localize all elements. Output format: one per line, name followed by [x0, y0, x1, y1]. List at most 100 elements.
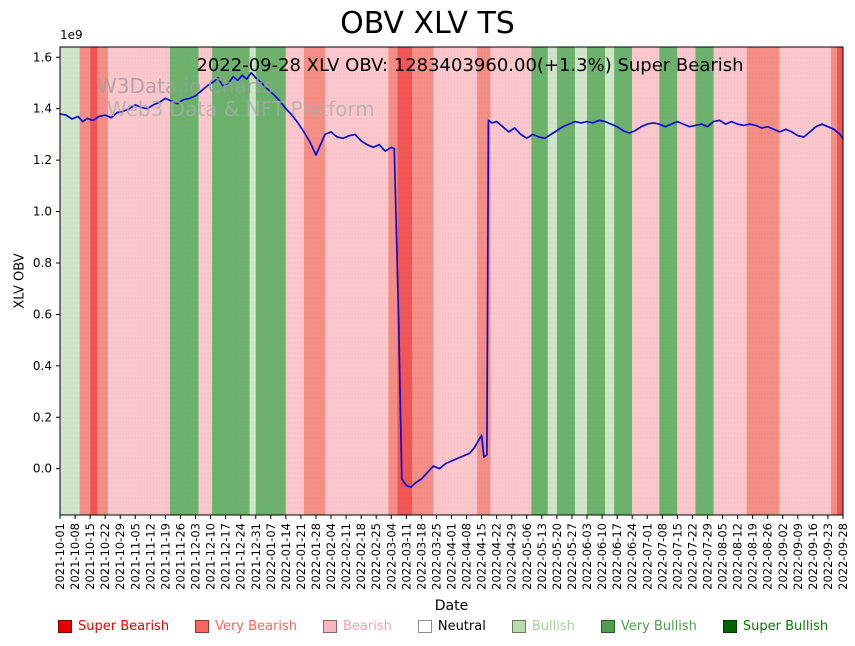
- signal-band-very_bullish: [255, 47, 286, 515]
- y-tick-label: 1.6: [33, 50, 52, 64]
- x-tick-label: 2022-04-15: [475, 523, 489, 590]
- signal-band-bearish: [285, 47, 304, 515]
- signal-band-very_bullish: [587, 47, 606, 515]
- signal-band-very_bearish: [388, 47, 398, 515]
- watermark-line1: W3Data.io Charts: [97, 74, 274, 98]
- x-tick-label: 2022-04-01: [445, 523, 459, 590]
- signal-band-very_bullish: [531, 47, 548, 515]
- signal-band-bullish: [574, 47, 588, 515]
- x-tick-label: 2022-01-21: [294, 523, 308, 590]
- x-tick-label: 2022-09-28: [836, 523, 850, 590]
- y-tick-label: 1.0: [33, 205, 52, 219]
- x-tick-label: 2021-12-17: [219, 523, 233, 590]
- x-tick-label: 2022-01-07: [264, 523, 278, 590]
- signal-band-super_bearish: [836, 47, 843, 515]
- signal-band-very_bearish: [746, 47, 780, 515]
- chart-title: OBV XLV TS: [340, 6, 515, 41]
- watermark-line2: Web3 Data & NFT Platform: [107, 97, 375, 121]
- legend-item-super-bearish: Super Bearish: [58, 619, 169, 634]
- x-tick-label: 2021-10-22: [98, 523, 112, 590]
- x-tick-label: 2022-05-20: [550, 523, 564, 590]
- signal-band-bearish: [632, 47, 660, 515]
- legend-swatch-very-bearish: [195, 620, 210, 633]
- x-tick-label: 2022-03-25: [429, 523, 443, 590]
- obv-line: [59, 71, 844, 489]
- signal-band-bullish: [249, 47, 256, 515]
- legend-item-very-bullish: Very Bullish: [600, 619, 697, 634]
- x-tick-label: 2022-07-22: [685, 523, 699, 590]
- legend-item-very-bearish: Very Bearish: [195, 619, 297, 634]
- y-axis-label: XLV OBV: [12, 253, 28, 309]
- signal-band-very_bearish: [477, 47, 491, 515]
- signal-band-very_bullish: [212, 47, 250, 515]
- x-tick-label: 2022-08-26: [761, 523, 775, 590]
- x-tick-label: 2022-04-08: [460, 523, 474, 590]
- legend-label: Very Bearish: [215, 619, 297, 634]
- x-tick-label: 2021-10-15: [83, 523, 97, 590]
- x-tick-label: 2022-02-25: [369, 523, 383, 590]
- y-tick-label: 1.4: [33, 102, 52, 116]
- signal-band-very_bullish: [695, 47, 714, 515]
- y-tick-label: 0.0: [33, 462, 52, 476]
- legend-label: Super Bearish: [78, 619, 170, 634]
- x-tick-label: 2022-09-23: [821, 523, 835, 590]
- signal-band-bearish: [779, 47, 831, 515]
- signal-band-very_bearish: [79, 47, 91, 515]
- legend-label: Bullish: [531, 619, 575, 634]
- x-tick-label: 2022-06-17: [610, 523, 624, 590]
- x-tick-label: 2021-12-10: [204, 523, 218, 590]
- x-tick-label: 2022-02-04: [324, 523, 338, 590]
- x-tick-label: 2021-11-12: [143, 523, 157, 590]
- signal-band-very_bearish: [303, 47, 326, 515]
- legend-label: Very Bullish: [620, 619, 697, 634]
- signal-band-very_bullish: [659, 47, 678, 515]
- x-tick-label: 2022-06-24: [625, 523, 639, 590]
- legend-swatch-super-bullish: [722, 620, 737, 633]
- signal-band-bearish: [198, 47, 213, 515]
- signal-band-very_bearish: [412, 47, 434, 515]
- x-tick-label: 2022-01-14: [279, 523, 293, 590]
- y-axis-offset-label: 1e9: [60, 28, 83, 42]
- x-tick-label: 2021-11-26: [173, 523, 187, 590]
- x-tick-label: 2022-04-29: [505, 523, 519, 590]
- y-tick-label: 1.2: [33, 153, 52, 167]
- signal-band-bullish: [605, 47, 615, 515]
- signal-band-bearish: [677, 47, 696, 515]
- x-tick-label: 2022-08-19: [746, 523, 760, 590]
- legend: Super Bearish Very Bearish Bearish Neutral B…: [58, 619, 828, 634]
- x-tick-label: 2021-10-29: [113, 523, 127, 590]
- legend-swatch-bullish: [511, 620, 526, 633]
- x-tick-label: 2021-10-08: [68, 523, 82, 590]
- x-tick-label: 2022-07-01: [640, 523, 654, 590]
- x-tick-label: 2022-07-29: [700, 523, 714, 590]
- signal-band-very_bullish: [614, 47, 633, 515]
- signal-band-bearish: [490, 47, 532, 515]
- x-tick-label: 2022-03-18: [414, 523, 428, 590]
- x-tick-label: 2022-03-11: [399, 523, 413, 590]
- x-tick-label: 2022-06-03: [580, 523, 594, 590]
- signal-band-bearish: [325, 47, 389, 515]
- x-tick-label: 2021-10-01: [53, 523, 67, 590]
- signal-band-bullish: [60, 47, 80, 515]
- signal-band-bullish: [547, 47, 557, 515]
- legend-label: Bearish: [342, 619, 392, 634]
- legend-swatch-very-bullish: [600, 620, 615, 633]
- x-tick-label: 2022-04-22: [490, 523, 504, 590]
- x-axis-label: Date: [434, 598, 469, 614]
- signal-band-very_bearish: [830, 47, 837, 515]
- x-tick-label: 2022-05-27: [565, 523, 579, 590]
- x-tick-label: 2022-07-15: [670, 523, 684, 590]
- signal-band-very_bullish: [169, 47, 199, 515]
- y-tick-label: 0.8: [33, 256, 52, 270]
- x-tick-label: 2022-07-08: [655, 523, 669, 590]
- signal-band-bearish: [433, 47, 478, 515]
- x-tick-label: 2022-09-16: [806, 523, 820, 590]
- y-tick-label: 0.6: [33, 307, 52, 321]
- x-tick-label: 2021-11-19: [158, 523, 172, 590]
- x-tick-label: 2022-02-11: [339, 523, 353, 590]
- x-tick-label: 2021-12-03: [189, 523, 203, 590]
- latest-value-annotation: 2022-09-28 XLV OBV: 1283403960.00(+1.3%)…: [196, 55, 744, 76]
- x-tick-label: 2022-09-09: [791, 523, 805, 590]
- x-tick-label: 2022-03-04: [384, 523, 398, 590]
